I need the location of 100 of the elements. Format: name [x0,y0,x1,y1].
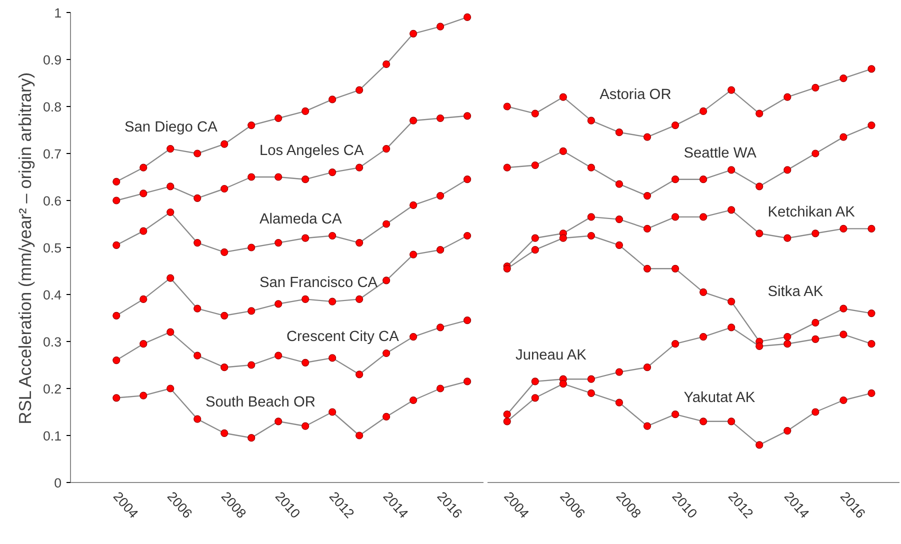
point [302,422,310,430]
point [531,234,539,242]
point [194,239,202,247]
point [531,110,539,118]
point [410,396,418,404]
point [700,176,708,184]
point [643,364,652,372]
series-label: Seattle WA [684,146,757,162]
point [671,410,680,418]
point [812,150,820,158]
point [436,324,444,332]
point [700,213,708,221]
point [328,96,336,104]
point [140,340,148,348]
point [112,312,120,320]
point [194,352,202,360]
point [812,318,820,326]
point [531,378,539,386]
point [248,361,256,369]
point [140,190,148,198]
series-label: Ketchikan AK [768,204,856,220]
point [274,114,282,122]
point [700,418,708,426]
point [166,274,174,282]
point [700,333,708,341]
point [140,295,148,303]
y-tick-label: 1 [54,6,62,20]
point [328,298,336,306]
point [248,434,256,442]
point [274,418,282,426]
point [194,415,202,423]
point [140,392,148,400]
point [643,133,652,141]
point [436,246,444,254]
point [382,349,390,358]
point [302,295,310,303]
point [503,418,511,426]
point [615,128,624,136]
y-tick-label: 0.5 [42,240,62,256]
point [615,398,624,406]
point [464,112,472,120]
point [220,364,228,372]
point [812,84,820,92]
point [868,389,876,397]
y-tick-label: 0.8 [42,100,62,114]
point [643,192,652,200]
point [812,230,820,238]
point [559,380,567,388]
point [784,427,792,435]
point [868,122,876,130]
point [220,312,228,320]
point [671,122,680,130]
point [328,168,336,176]
point [784,93,792,101]
series-label: San Diego CA [124,120,218,136]
point [728,86,736,94]
point [382,276,390,284]
point [356,86,364,94]
point [166,328,174,336]
point [756,230,764,238]
point [464,13,472,21]
point [302,358,310,366]
point [700,107,708,115]
point [643,224,652,232]
y-tick-label: 0 [54,476,62,490]
point [410,201,418,209]
point [671,264,680,272]
point [382,145,390,153]
point [112,178,120,186]
y-tick-label: 0.4 [42,288,62,302]
y-tick-label: 0.3 [42,334,62,350]
point [140,164,148,172]
point [700,288,708,296]
point [410,30,418,38]
point [784,333,792,341]
series-label: Astoria OR [600,86,672,103]
point [436,114,444,122]
point [784,234,792,242]
point [728,298,736,306]
point [112,241,120,249]
point [868,224,876,232]
point [587,375,595,383]
series-label: Crescent City CA [286,328,400,345]
point [756,110,764,118]
point [531,246,539,254]
point [112,394,120,402]
point [840,224,848,232]
point [868,310,876,318]
point [248,307,256,315]
point [194,194,202,202]
point [615,241,624,249]
point [274,173,282,181]
series-label: Juneau AK [516,348,587,364]
series-label: Alameda CA [259,211,342,228]
series-label: Yakutat AK [684,390,756,406]
point [756,182,764,190]
point [382,60,390,68]
point [728,418,736,426]
point [248,173,256,181]
y-tick-label: 0.2 [42,382,62,396]
